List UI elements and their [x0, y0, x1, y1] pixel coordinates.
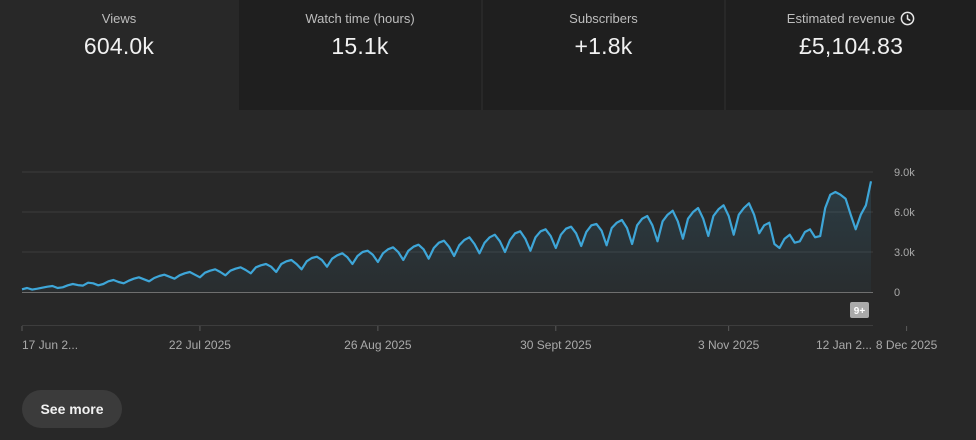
event-badge[interactable]: 9+: [850, 302, 869, 318]
metric-label: Views: [101, 11, 137, 26]
series-line: [21, 181, 873, 291]
x-tick-label: 26 Aug 2025: [344, 338, 412, 352]
metric-value: 604.0k: [83, 33, 155, 59]
x-tick-label: 3 Nov 2025: [698, 338, 760, 352]
metric-tab-views[interactable]: Views 604.0k: [0, 0, 238, 111]
metric-label: Subscribers: [569, 11, 638, 26]
y-tick-label: 3.0k: [894, 247, 915, 259]
clock-icon[interactable]: [900, 11, 915, 29]
metric-tab-subscribers[interactable]: Subscribers +1.8k: [483, 0, 724, 110]
see-more-button[interactable]: See more: [22, 390, 122, 428]
metric-label: Estimated revenue: [786, 11, 896, 26]
y-tick-label: 0: [894, 287, 900, 299]
x-tick-label: 22 Jul 2025: [169, 338, 231, 352]
x-tick-label: 8 Dec 2025: [876, 338, 938, 352]
y-axis-ticks: 9.0k 6.0k 3.0k 0: [894, 167, 915, 299]
event-badge-label: 9+: [854, 306, 866, 317]
x-tick-label: 30 Sept 2025: [520, 338, 592, 352]
y-tick-label: 9.0k: [894, 167, 915, 179]
metric-tab-watch-time[interactable]: Watch time (hours) 15.1k: [239, 0, 481, 110]
metric-tab-revenue[interactable]: Estimated revenue £5,104.83: [726, 0, 976, 110]
metric-value: +1.8k: [574, 33, 633, 59]
metric-value: 15.1k: [331, 33, 389, 59]
metric-label: Watch time (hours): [305, 11, 415, 26]
views-line-chart: 9.0k 6.0k 3.0k 0 17 Jun 2... 22 Jul 2025 26 A…: [21, 167, 938, 352]
metric-label-row: Estimated revenue: [726, 11, 976, 29]
x-tick-label: 12 Jan 2...: [816, 338, 872, 352]
x-tick-label: 17 Jun 2...: [22, 338, 78, 352]
metric-value: £5,104.83: [798, 33, 904, 59]
y-tick-label: 6.0k: [894, 207, 915, 219]
x-axis-ticks: 17 Jun 2... 22 Jul 2025 26 Aug 2025 30 Sept…: [21, 326, 938, 352]
area-fill: [22, 181, 871, 292]
metric-tabs: Views 604.0k Watch time (hours) 15.1k Su…: [0, 0, 976, 111]
